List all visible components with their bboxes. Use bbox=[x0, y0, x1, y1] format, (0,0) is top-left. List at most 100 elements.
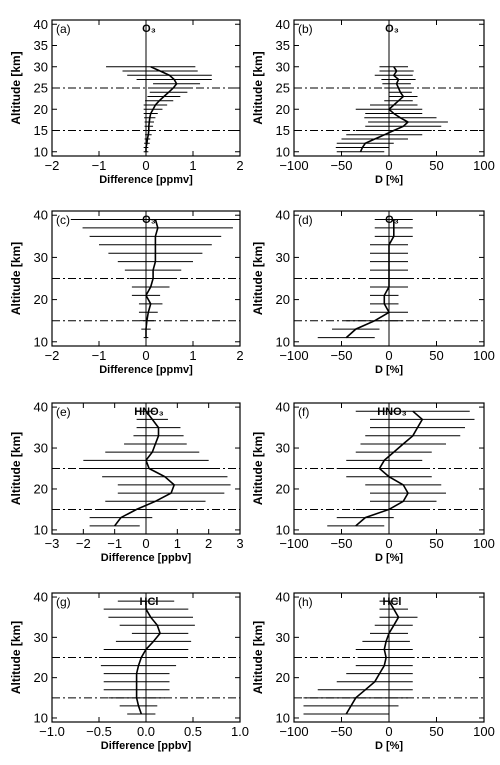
panel-title: HNO₃ bbox=[134, 406, 164, 418]
panel-d: −100 −50 0 50 100 10 20 30 40 (d) O₃ D [%] Altitude … bbox=[251, 208, 495, 376]
x-tick-label: −100 bbox=[279, 348, 308, 363]
panel-c: −2 −1 0 1 2 10 20 30 40 (c) O₃ Difference [ppmv] Alt… bbox=[9, 208, 244, 376]
y-tick-label: 15 bbox=[34, 123, 48, 138]
x-tick-label: 100 bbox=[473, 348, 495, 363]
x-tick-label: 100 bbox=[473, 536, 495, 551]
y-tick-label: 40 bbox=[34, 590, 48, 605]
x-tick-label: −1 bbox=[107, 536, 122, 551]
y-tick-label: 40 bbox=[276, 590, 290, 605]
y-tick-label: 15 bbox=[276, 123, 290, 138]
panel-letter: (a) bbox=[56, 22, 71, 36]
x-tick-label: −2 bbox=[45, 158, 60, 173]
y-axis-label: Altitude [km] bbox=[9, 432, 23, 505]
x-tick-label: −3 bbox=[45, 536, 60, 551]
panel-g: −1.0 −0.5 0.0 0.5 1.0 10 20 30 40 (g) HCl Differenc… bbox=[9, 590, 249, 752]
mean-profile-line bbox=[345, 219, 395, 339]
mean-profile-line bbox=[145, 66, 178, 152]
x-tick-label: 100 bbox=[473, 158, 495, 173]
x-tick-label: −100 bbox=[279, 536, 308, 551]
x-tick-label: 2 bbox=[236, 158, 243, 173]
panel-title: O₃ bbox=[142, 23, 156, 35]
y-axis-label: Altitude [km] bbox=[9, 242, 23, 315]
x-tick-label: 50 bbox=[429, 536, 443, 551]
x-tick-label: −50 bbox=[330, 158, 352, 173]
x-axis-label: D [%] bbox=[375, 174, 403, 186]
y-axis-label: Altitude [km] bbox=[251, 51, 265, 124]
panel-letter: (c) bbox=[56, 213, 70, 227]
x-tick-label: −1 bbox=[92, 348, 107, 363]
y-tick-label: 30 bbox=[34, 250, 48, 265]
x-tick-label: 0.0 bbox=[137, 724, 155, 739]
y-tick-label: 35 bbox=[34, 38, 48, 53]
y-axis-label: Altitude [km] bbox=[251, 242, 265, 315]
x-tick-label: 0 bbox=[142, 158, 149, 173]
y-tick-label: 35 bbox=[276, 38, 290, 53]
panel-letter: (e) bbox=[56, 405, 71, 419]
x-tick-label: −0.5 bbox=[86, 724, 112, 739]
x-tick-label: −2 bbox=[76, 536, 91, 551]
y-tick-label: 30 bbox=[34, 441, 48, 456]
mean-profile-line bbox=[114, 410, 176, 527]
y-tick-label: 10 bbox=[34, 522, 48, 537]
y-tick-label: 40 bbox=[276, 17, 290, 32]
x-tick-label: −1 bbox=[92, 158, 107, 173]
x-tick-label: 50 bbox=[429, 158, 443, 173]
x-tick-label: 100 bbox=[473, 724, 495, 739]
y-axis-label: Altitude [km] bbox=[9, 51, 23, 124]
panel-h: −100 −50 0 50 100 10 20 30 40 (h) HCl D [%] Altitude… bbox=[251, 590, 495, 752]
y-tick-label: 10 bbox=[34, 710, 48, 725]
y-tick-label: 20 bbox=[34, 102, 48, 117]
y-tick-label: 40 bbox=[34, 208, 48, 223]
panel-letter: (h) bbox=[298, 595, 313, 609]
panel-letter: (b) bbox=[298, 22, 313, 36]
y-axis-label: Altitude [km] bbox=[9, 621, 23, 694]
panel-title: HNO₃ bbox=[377, 406, 407, 418]
x-tick-label: 1 bbox=[189, 348, 196, 363]
y-tick-label: 30 bbox=[276, 59, 290, 74]
y-tick-label: 30 bbox=[276, 250, 290, 265]
panel-a: −2 −1 0 1 2 10 15 20 25 30 35 40 (a) O₃ Difference [pp… bbox=[9, 17, 244, 186]
mean-profile-line bbox=[355, 410, 424, 527]
x-tick-label: 0.5 bbox=[184, 724, 202, 739]
y-tick-label: 20 bbox=[276, 102, 290, 117]
panel-title: O₃ bbox=[385, 23, 399, 35]
panel-f: −100 −50 0 50 100 10 20 30 40 (f) HNO₃ D [%] Altitud… bbox=[251, 400, 495, 564]
mean-profile-line bbox=[345, 600, 400, 715]
x-axis-label: D [%] bbox=[375, 740, 403, 752]
mean-profile-line bbox=[135, 601, 162, 715]
y-tick-label: 20 bbox=[34, 670, 48, 685]
x-tick-label: −50 bbox=[330, 536, 352, 551]
x-axis-label: Difference [ppmv] bbox=[99, 364, 193, 376]
panel-b: −100 −50 0 50 100 10 15 20 25 30 35 40 (b) O₃ D [%] Alt… bbox=[251, 17, 495, 186]
mean-profile-line bbox=[145, 219, 159, 338]
y-axis-label: Altitude [km] bbox=[251, 432, 265, 505]
y-tick-label: 20 bbox=[276, 292, 290, 307]
x-axis-label: Difference [ppbv] bbox=[101, 740, 192, 752]
y-tick-label: 10 bbox=[276, 710, 290, 725]
y-tick-label: 20 bbox=[276, 481, 290, 496]
y-tick-label: 20 bbox=[34, 481, 48, 496]
x-tick-label: 50 bbox=[429, 724, 443, 739]
x-tick-label: 0 bbox=[385, 348, 392, 363]
x-tick-label: −1.0 bbox=[39, 724, 65, 739]
x-tick-label: −100 bbox=[279, 724, 308, 739]
x-axis-label: D [%] bbox=[375, 364, 403, 376]
x-axis-label: Difference [ppbv] bbox=[101, 552, 192, 564]
panel-title: O₃ bbox=[385, 214, 399, 226]
x-tick-label: 3 bbox=[236, 536, 243, 551]
x-tick-label: −50 bbox=[330, 348, 352, 363]
x-tick-label: −50 bbox=[330, 724, 352, 739]
panel-title: O₃ bbox=[142, 214, 156, 226]
y-axis-label: Altitude [km] bbox=[251, 621, 265, 694]
x-tick-label: 2 bbox=[205, 536, 212, 551]
y-tick-label: 25 bbox=[34, 81, 48, 96]
y-tick-label: 40 bbox=[276, 400, 290, 415]
y-tick-label: 20 bbox=[276, 670, 290, 685]
x-tick-label: 2 bbox=[236, 348, 243, 363]
x-tick-label: 0 bbox=[385, 536, 392, 551]
x-tick-label: −100 bbox=[279, 158, 308, 173]
x-axis-label: Difference [ppmv] bbox=[99, 174, 193, 186]
y-tick-label: 30 bbox=[34, 59, 48, 74]
panel-title: HCl bbox=[140, 596, 159, 608]
y-tick-label: 20 bbox=[34, 292, 48, 307]
